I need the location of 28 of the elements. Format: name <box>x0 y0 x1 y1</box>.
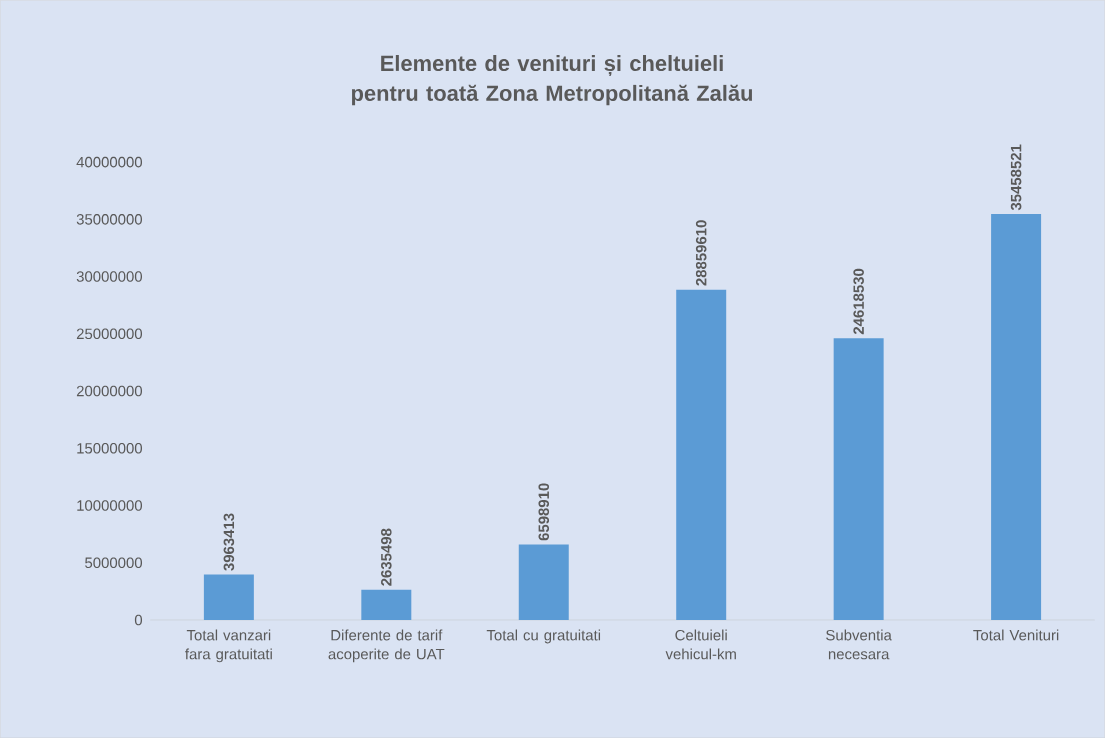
chart-title: Elemente de venituri și cheltuieli pentru toată Zona Metropolitană Zalău <box>351 54 753 106</box>
bar <box>203 574 254 620</box>
data-label: 2635498 <box>381 528 392 586</box>
y-tick-label: 25000000 <box>76 328 143 340</box>
y-tick-label: 15000000 <box>77 442 143 454</box>
x-tick-label: Celtuieli vehicul-km <box>665 629 736 660</box>
y-tick-label: 10000000 <box>77 500 143 511</box>
x-tick-label: Subventia necesara <box>826 629 892 660</box>
data-label: 3963413 <box>223 513 235 571</box>
y-tick-label: 5000000 <box>85 557 143 568</box>
data-label: 28859610 <box>695 220 707 286</box>
data-label: 6598910 <box>538 483 550 541</box>
y-tick-label: 30000000 <box>76 271 143 282</box>
bar <box>991 214 1042 620</box>
y-tick-label: 40000000 <box>76 156 143 168</box>
x-tick-label: Diferente de tarif acoperite de UAT <box>328 629 445 663</box>
x-tick-label: Total cu gratuitati <box>486 629 601 644</box>
bar <box>361 589 412 620</box>
bar <box>676 289 727 620</box>
y-tick-label: 20000000 <box>76 385 143 397</box>
data-label: 35458521 <box>1010 144 1022 211</box>
bar <box>518 544 569 620</box>
y-tick-label: 35000000 <box>76 214 143 225</box>
x-tick-label: Total vanzari fara gratuitati <box>185 629 272 663</box>
bar <box>833 338 884 620</box>
data-label: 24618530 <box>853 268 864 335</box>
y-tick-label: 0 <box>134 614 143 626</box>
x-tick-label: Total Venituri <box>973 629 1059 641</box>
